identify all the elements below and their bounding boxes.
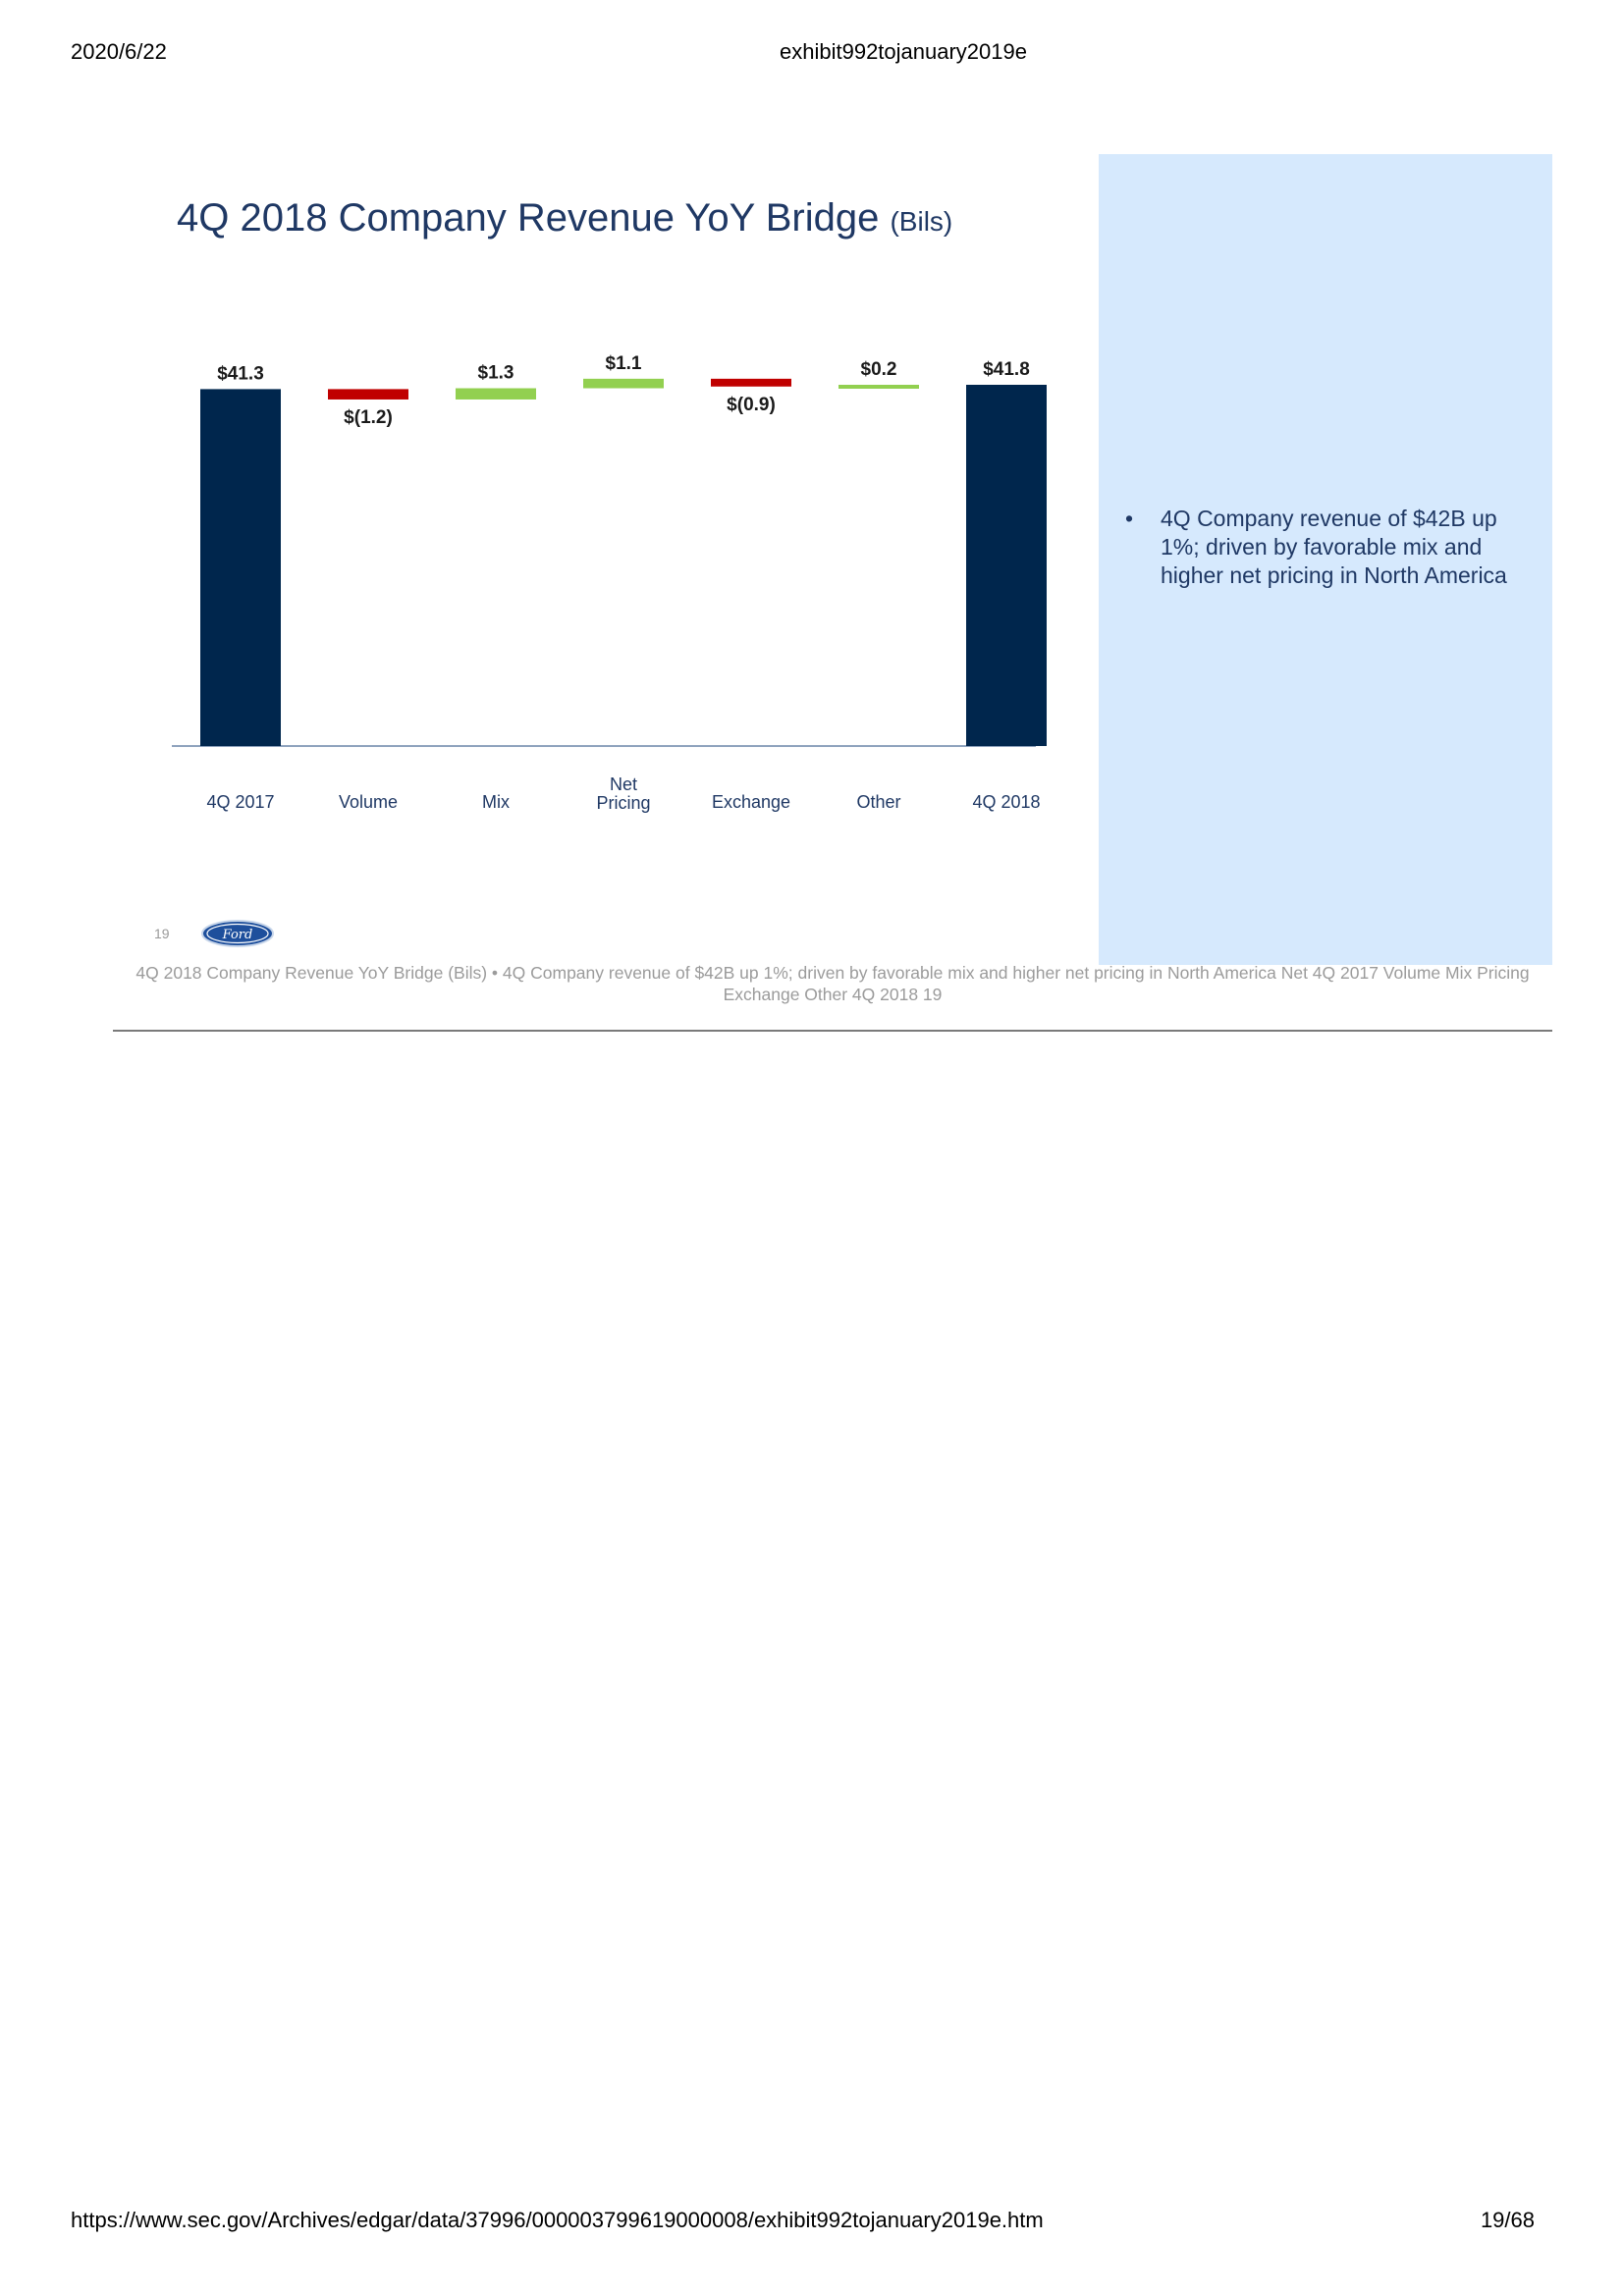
- revenue-bridge-chart: $41.3 4Q 2017 $(1.2) Volume $1.3 Mix $1.1 Net Pr…: [172, 353, 1047, 813]
- category-label-line: 4Q 2018: [972, 792, 1040, 812]
- bar-6: [966, 385, 1047, 746]
- category-label: Other: [856, 792, 900, 812]
- bar-value-label: $(1.2): [344, 407, 393, 428]
- page-counter: 19/68: [1480, 2208, 1535, 2232]
- slide-title: 4Q 2018 Company Revenue YoY Bridge (Bils…: [177, 196, 952, 240]
- bar-value-label: $41.8: [983, 359, 1030, 380]
- bar-value-label: $0.2: [861, 359, 897, 380]
- category-label-line: Mix: [482, 792, 510, 812]
- slide-title-unit: (Bils): [890, 206, 953, 237]
- category-label-line: Pricing: [596, 793, 650, 813]
- category-label: Volume: [339, 792, 398, 812]
- commentary-list: 4Q Company revenue of $42B up 1%; driven…: [1119, 505, 1512, 590]
- bar-1: [328, 389, 408, 400]
- bar-value-label: $(0.9): [727, 395, 776, 415]
- category-label-line: Other: [856, 792, 900, 812]
- category-label-line: Exchange: [712, 792, 790, 812]
- category-label-line: 4Q 2017: [206, 792, 274, 812]
- category-label-line: Net: [610, 774, 637, 794]
- slide-number: 19: [154, 926, 170, 941]
- commentary-bullet: 4Q Company revenue of $42B up 1%; driven…: [1119, 505, 1512, 590]
- bar-0: [200, 389, 281, 746]
- bar-value-label: $1.3: [478, 363, 514, 384]
- category-label-line: Volume: [339, 792, 398, 812]
- category-label: Net Pricing: [596, 774, 650, 813]
- slide-title-text: 4Q 2018 Company Revenue YoY Bridge: [177, 196, 880, 240]
- source-url: https://www.sec.gov/Archives/edgar/data/…: [71, 2208, 1044, 2232]
- document-title: exhibit992tojanuary2019e: [780, 39, 1027, 64]
- svg-text:Ford: Ford: [222, 928, 253, 942]
- bar-value-label: $1.1: [606, 353, 642, 374]
- bar-3: [583, 378, 664, 389]
- page-divider: [113, 1030, 1552, 1032]
- bar-4: [711, 378, 791, 387]
- print-date: 2020/6/22: [71, 39, 167, 64]
- bar-2: [456, 388, 536, 400]
- bar-value-label: $41.3: [217, 363, 264, 384]
- category-label: Exchange: [712, 792, 790, 812]
- ford-logo-icon: Ford: [201, 920, 274, 947]
- category-label: 4Q 2018: [972, 792, 1040, 812]
- category-label: Mix: [482, 792, 510, 812]
- bar-5: [839, 385, 919, 389]
- category-label: 4Q 2017: [206, 792, 274, 812]
- slide-alt-text: 4Q 2018 Company Revenue YoY Bridge (Bils…: [135, 963, 1530, 1004]
